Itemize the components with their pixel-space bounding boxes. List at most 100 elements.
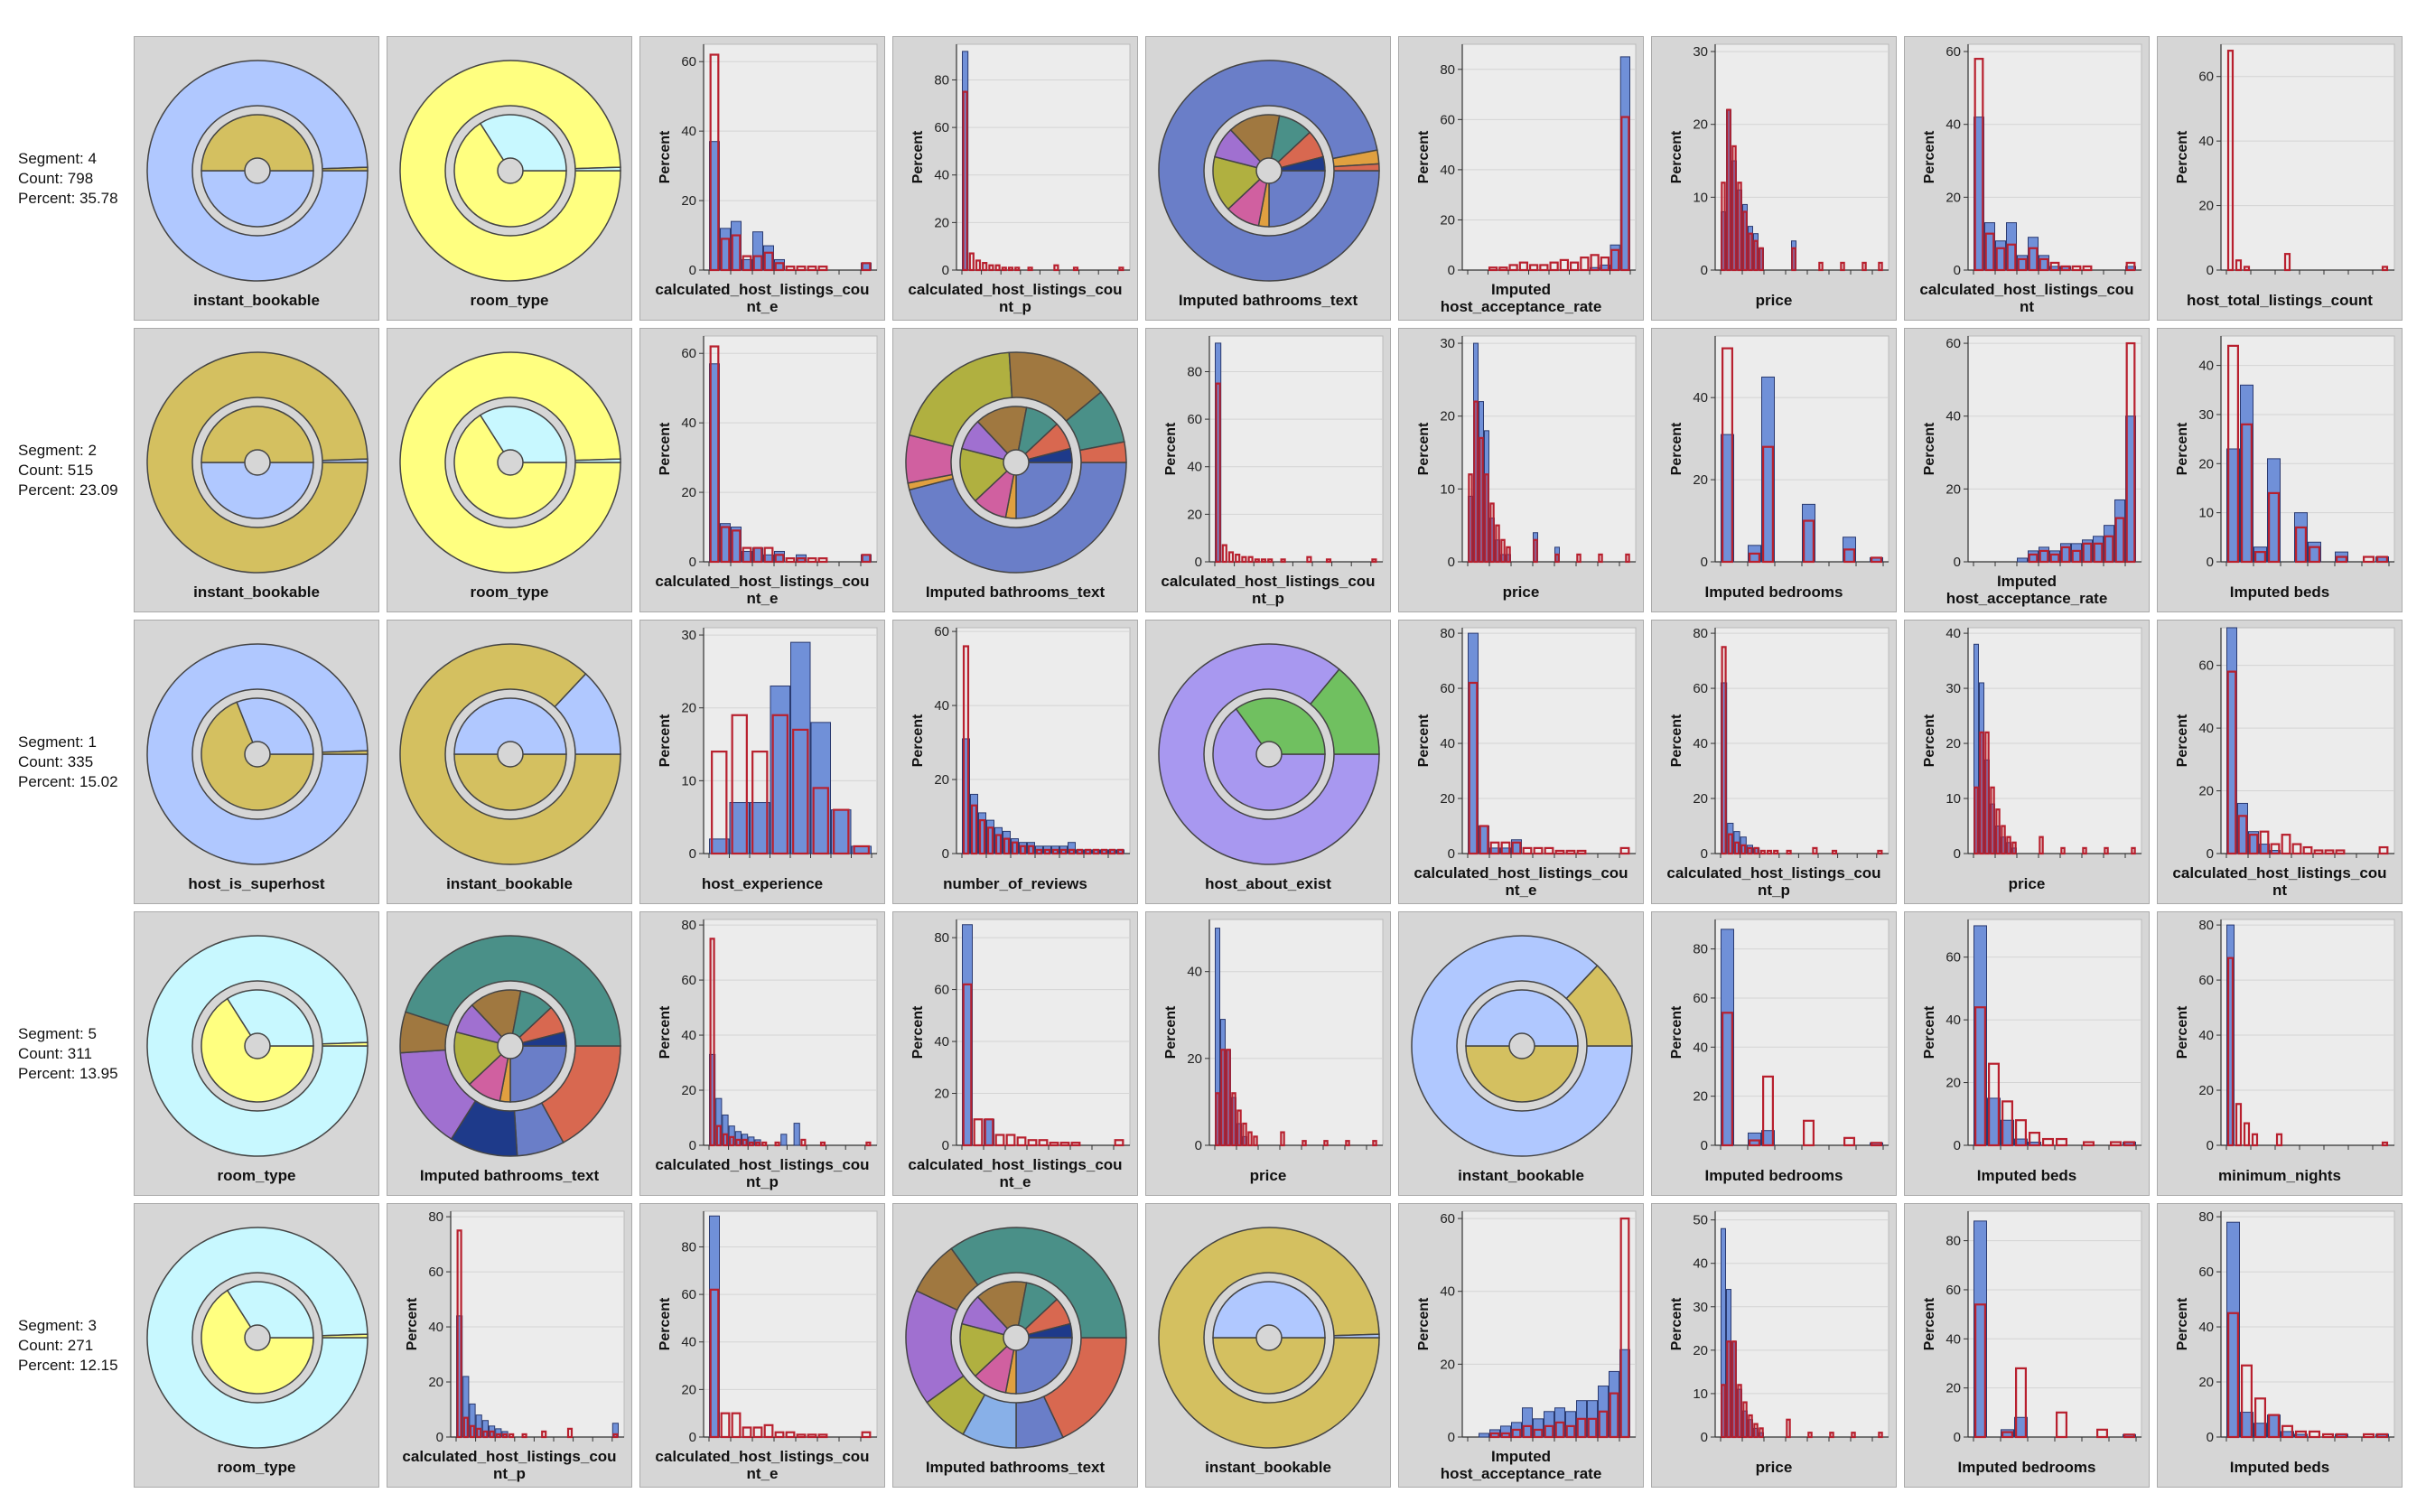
overall-bar <box>1506 546 1511 564</box>
overall-bar <box>2039 257 2049 272</box>
plot-area <box>2220 43 2395 271</box>
histogram-panel[interactable]: 0 10 20 30 40 Percent Imputed beds <box>2157 328 2403 612</box>
overall-bar <box>1511 1428 1522 1439</box>
inner-pie-slice <box>479 114 567 172</box>
histogram-panel[interactable]: 0 10 20 30 40 Percent price <box>1904 620 2150 904</box>
overall-bar <box>2324 849 2335 855</box>
overall-bar <box>1059 1142 1070 1147</box>
pie-chart-panel[interactable]: instant_bookable <box>1398 911 1644 1196</box>
pie-chart-panel[interactable]: host_about_exist <box>1145 620 1391 904</box>
pie-chart-panel[interactable]: instant_bookable <box>134 328 379 612</box>
overall-bar <box>742 1426 752 1439</box>
overall-bar <box>1533 538 1538 564</box>
histogram-panel[interactable]: 0 20 40 60 80 Percent calculated_host_listings… <box>639 911 885 1196</box>
histogram-panel[interactable]: 0 20 40 60 Percent calculated_host_listings_c… <box>2157 620 2403 904</box>
pie-chart-panel[interactable]: instant_bookable <box>387 620 632 904</box>
histogram-panel[interactable]: 0 20 40 60 Percent calculated_host_listings_c… <box>639 36 885 321</box>
y-tick-label: 40 <box>2198 134 2214 149</box>
y-tick-label: 40 <box>2198 1028 2214 1043</box>
y-tick-label: 0 <box>689 263 696 278</box>
overall-bar <box>1053 264 1059 272</box>
histogram-panel[interactable]: 0 20 40 60 80 Percent calculated_host_listings… <box>387 1203 632 1488</box>
y-tick-label: 20 <box>681 701 696 716</box>
overall-bar <box>1495 524 1500 564</box>
pie-chart-panel[interactable]: Imputed bathrooms_text <box>892 328 1138 612</box>
pie-chart-panel[interactable]: instant_bookable <box>134 36 379 321</box>
y-tick-label: 40 <box>1187 460 1202 475</box>
overall-bar <box>1016 1136 1027 1147</box>
histogram-panel[interactable]: 0 20 40 60 Percent number_of_reviews <box>892 620 1138 904</box>
histogram-panel[interactable]: 0 20 40 60 80 Percent calculated_host_listings… <box>1651 620 1897 904</box>
pie-hub <box>244 449 271 476</box>
chart-title-line: host_total_listings_count <box>2187 292 2373 309</box>
y-tick-label: 20 <box>1945 1076 1961 1091</box>
chart-title: instant_bookable <box>387 875 631 892</box>
y-axis-title: Percent <box>1416 130 1432 183</box>
overall-bar <box>1726 1340 1731 1439</box>
overall-bar <box>1051 848 1059 855</box>
chart-title-line: number_of_reviews <box>943 875 1087 892</box>
overall-bar <box>1995 808 2001 855</box>
histogram-svg: 0 20 40 Percent <box>1669 335 1889 570</box>
chart-title-line: price <box>1249 1167 1287 1184</box>
pie-chart-panel[interactable]: room_type <box>134 1203 379 1488</box>
nested-pie-svg <box>905 1227 1127 1449</box>
histogram-panel[interactable]: 0 20 40 60 80 Percent calculated_host_listings… <box>892 36 1138 321</box>
overall-bar <box>1748 552 1760 564</box>
pie-chart-panel[interactable]: Imputed bathrooms_text <box>1145 36 1391 321</box>
histogram-panel[interactable]: 0 10 20 30 40 50 Percent price <box>1651 1203 1897 1488</box>
overall-bar <box>1580 257 1590 272</box>
y-tick-label: 0 <box>1448 555 1455 570</box>
histogram-panel[interactable]: 0 20 40 60 80 Percent minimum_nights <box>2157 911 2403 1196</box>
overall-bar <box>1035 848 1043 855</box>
histogram-panel[interactable]: 0 20 40 Percent Imputed bedrooms <box>1651 328 1897 612</box>
pie-chart-panel[interactable]: room_type <box>387 36 632 321</box>
histogram-panel[interactable]: 0 20 40 60 Percent host_total_listings_count <box>2157 36 2403 321</box>
pie-chart-panel[interactable]: instant_bookable <box>1145 1203 1391 1488</box>
overall-bar <box>1092 848 1100 855</box>
histogram-panel[interactable]: 0 20 40 60 80 Percent calculated_host_listings… <box>1145 328 1391 612</box>
y-tick-label: 60 <box>2198 973 2214 988</box>
overall-bar <box>748 1141 754 1147</box>
histogram-panel[interactable]: 0 20 40 Percent price <box>1145 911 1391 1196</box>
histogram-panel[interactable]: 0 20 40 60 80 Percent calculated_host_listings… <box>892 911 1138 1196</box>
histogram-svg: 0 20 40 60 Percent <box>2175 43 2395 278</box>
overall-bar <box>800 1138 807 1147</box>
pie-chart-panel[interactable]: Imputed bathrooms_text <box>387 911 632 1196</box>
y-tick-label: 0 <box>2207 1138 2214 1153</box>
inner-pie-slice <box>509 1045 567 1103</box>
overall-bar <box>2295 1430 2308 1439</box>
y-axis-title: Percent <box>1922 130 1937 183</box>
histogram-svg: 0 20 40 60 80 Percent <box>910 919 1131 1153</box>
overall-bar <box>1043 848 1051 855</box>
pie-chart-panel[interactable]: host_is_superhost <box>134 620 379 904</box>
y-tick-label: 0 <box>1195 1138 1202 1153</box>
histogram-panel[interactable]: 0 20 40 60 80 Percent Imputed bedrooms <box>1651 911 1897 1196</box>
overall-bar <box>521 1433 527 1439</box>
overall-bar <box>2243 1122 2251 1147</box>
chart-title-line: price <box>2008 875 2046 892</box>
histogram-panel[interactable]: 0 20 40 60 Percent Imputed host_acceptance_rat… <box>1398 1203 1644 1488</box>
histogram-panel[interactable]: 0 20 40 60 Percent Imputed beds <box>1904 911 2150 1196</box>
histogram-panel[interactable]: 0 20 40 60 80 Percent Imputed beds <box>2157 1203 2403 1488</box>
histogram-panel[interactable]: 0 20 40 60 80 Percent calculated_host_listings… <box>1398 620 1644 904</box>
inner-pie-slice <box>1465 1045 1579 1103</box>
histogram-panel[interactable]: 0 10 20 30 Percent host_experience <box>639 620 885 904</box>
histogram-panel[interactable]: 0 20 40 60 Percent Imputed host_acceptance_rat… <box>1904 328 2150 612</box>
overall-bar <box>1973 786 1979 855</box>
pie-chart-panel[interactable]: room_type <box>134 911 379 1196</box>
pie-chart-panel[interactable]: Imputed bathrooms_text <box>892 1203 1138 1488</box>
inner-pie-slice <box>453 753 567 811</box>
chart-title-line: Imputed bedrooms <box>1957 1459 2096 1476</box>
histogram-panel[interactable]: 0 20 40 60 Percent calculated_host_listings_c… <box>639 328 885 612</box>
overall-bar <box>1803 519 1815 564</box>
histogram-panel[interactable]: 0 20 40 60 80 Percent calculated_host_listings… <box>639 1203 885 1488</box>
histogram-panel[interactable]: 0 20 40 60 80 Percent Imputed bedrooms <box>1904 1203 2150 1488</box>
overall-bar <box>1829 1432 1834 1439</box>
histogram-panel[interactable]: 0 20 40 60 Percent calculated_host_listings_c… <box>1904 36 2150 321</box>
histogram-panel[interactable]: 0 10 20 30 Percent price <box>1398 328 1644 612</box>
pie-chart-panel[interactable]: room_type <box>387 328 632 612</box>
histogram-panel[interactable]: 0 20 40 60 80 Percent Imputed host_acceptance_r… <box>1398 36 1644 321</box>
overall-bar <box>807 1433 817 1439</box>
histogram-panel[interactable]: 0 10 20 30 Percent price <box>1651 36 1897 321</box>
